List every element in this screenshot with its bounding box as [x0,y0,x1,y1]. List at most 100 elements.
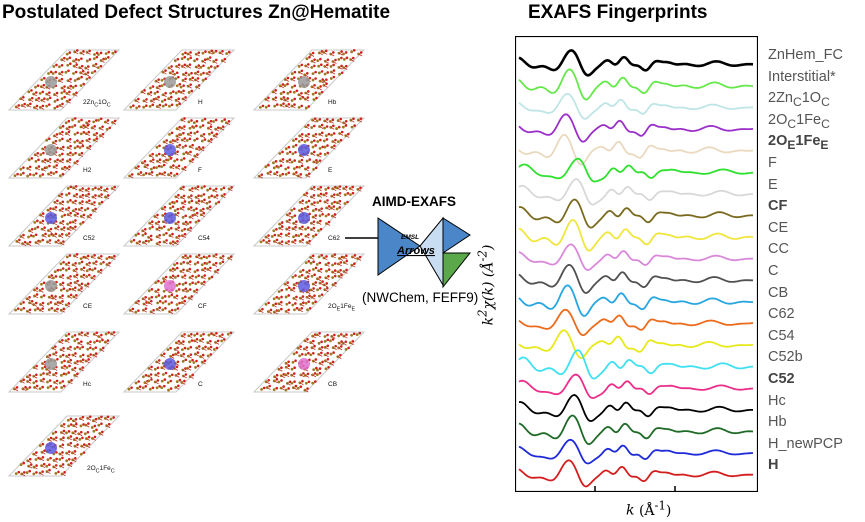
structure-label: 2OE1FeE [328,303,356,313]
structure-thumbnail: 2OE1FeE [250,248,368,320]
crystal-structure-image [122,331,236,393]
crystal-structure-image [252,331,366,393]
crystal-structure-image [7,185,121,247]
structure-label: E [328,167,333,174]
series-line-hb [518,414,754,446]
crystal-structure-image [252,117,366,179]
series-line-2oe1fee [518,133,754,166]
crystal-structure-image [122,49,236,111]
series-line-cb [518,284,753,317]
structure-thumbnail: F [120,112,238,184]
defect-site-marker [45,144,57,156]
legend-entry: CF [768,198,788,215]
series-line-cf [518,198,754,229]
structure-thumbnail: CF [120,248,238,320]
crystal-structure-image [7,49,121,111]
legend-entry: 2OE1FeE [768,133,829,153]
crystal-structure-image [122,253,236,315]
legend-entry: CE [768,219,789,236]
structure-label: CF [198,303,207,310]
series-line-ce [518,219,754,252]
crystal-structure-image [7,253,121,315]
crystal-structure-image [7,331,121,393]
legend-entry: F [768,155,777,171]
series-line-c [518,263,754,294]
arrows-logo: EMSL Arrows [345,216,472,289]
defect-site-marker [45,358,57,370]
engines-label: (NWChem, FEFF9) [362,290,479,305]
structure-thumbnail: C54 [120,180,238,252]
structure-label: Hc [83,381,91,388]
legend-entry: 2OC1FeC [768,111,830,131]
series-line-cc [518,243,753,272]
series-line-c54 [518,329,754,359]
structure-label: H2 [83,167,92,174]
legend-entry: C52 [768,371,795,387]
crystal-structure-image [7,117,121,179]
structure-label: C [198,381,203,388]
y-axis-label: k2χ(k) (Å-2) [475,244,497,326]
structure-label: Hb [328,99,337,106]
structure-label: CB [328,381,338,388]
structure-thumbnail: C62 [250,180,368,252]
crystal-structure-image [252,253,366,315]
defect-site-marker [164,144,176,156]
series-line-interstitial- [518,68,754,101]
defect-site-marker [45,212,57,224]
defect-site-marker [45,280,57,292]
defect-site-marker [164,76,176,88]
series-line-h-newpcp [518,438,754,465]
series-line-2oc1fec [518,113,754,143]
structure-thumbnail: 2OC1FeC [5,410,123,482]
exafs-plot [515,36,758,492]
structure-thumbnail: H2 [5,112,123,184]
logo-triangle-blue-2 [442,217,471,254]
defect-site-marker [164,212,176,224]
process-label: AIMD-EXAFS [372,194,456,209]
defect-site-marker [45,76,57,88]
legend-entry: Interstitial* [768,68,836,85]
series-line-c62 [518,308,754,337]
defect-site-marker [298,76,310,88]
legend-entry: E [768,176,778,193]
structure-thumbnail: Hc [5,326,123,398]
structure-label: C54 [198,235,210,242]
structure-label: C52 [83,235,95,242]
legend-entry: C52b [768,349,803,366]
structure-thumbnail: H [120,44,238,116]
structure-thumbnail: E [250,112,368,184]
defect-site-marker [298,144,310,156]
defect-site-marker [164,358,176,370]
legend-entry: H [768,457,779,474]
series-line-h [518,459,754,488]
legend-entry: CB [768,284,789,301]
legend-entry: CC [768,241,789,258]
defect-site-marker [298,212,310,224]
structure-label: C62 [328,235,340,242]
series-line-f [518,157,754,183]
crystal-structure-image [7,415,121,477]
structure-label: CE [83,303,93,310]
structure-thumbnail: CB [250,326,368,398]
crystal-structure-image [252,49,366,111]
structure-thumbnail: 2ZnC1OC [5,44,123,116]
legend-entry: ZnHem_FC [768,47,843,63]
legend-entry: C [768,263,779,279]
structure-thumbnail: CE [5,248,123,320]
right-panel-title: EXAFS Fingerprints [528,2,708,23]
logo-small-text: EMSL [401,234,419,241]
structure-label: H [198,99,203,106]
crystal-structure-image [122,117,236,179]
series-line-c52 [518,373,754,400]
structure-thumbnail: C [120,326,238,398]
logo-triangle-blue [377,217,421,276]
legend-entry: H_newPCP [768,435,843,452]
series-line-2znc1oc [518,92,754,120]
legend-entry: 2ZnC1OC [768,90,830,110]
structure-label: 2ZnC1OC [83,99,111,109]
series-line-e [518,178,754,206]
series-line-znhem-fc [518,49,754,77]
defect-site-marker [298,280,310,292]
x-axis-label: k (Å-1) [626,498,672,519]
structure-label: F [198,167,202,174]
